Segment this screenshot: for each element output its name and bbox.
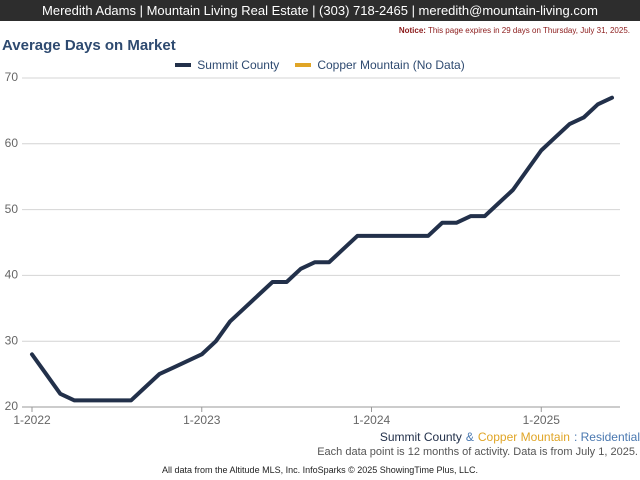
note: Each data point is 12 months of activity… <box>317 446 638 458</box>
legend-label: Summit County <box>197 58 280 72</box>
y-tick-label: 40 <box>5 268 19 282</box>
caption-part: Summit County <box>379 430 462 444</box>
legend-swatch <box>295 63 312 67</box>
notice: Notice: This page expires in 29 days on T… <box>399 26 630 35</box>
legend-item: Summit County <box>175 58 279 72</box>
x-tick-label: 1-2022 <box>13 413 51 427</box>
header-bar: Meredith Adams | Mountain Living Real Es… <box>0 0 640 21</box>
notice-label: Notice: <box>398 26 426 35</box>
notice-text: This page expires in 29 days on Thursday… <box>427 26 630 35</box>
caption-part: : Residential <box>573 430 640 444</box>
y-tick-label: 60 <box>5 136 19 150</box>
y-tick-label: 20 <box>5 399 19 413</box>
footer: All data from the Altitude MLS, Inc. Inf… <box>162 465 478 475</box>
x-tick-label: 1-2023 <box>183 413 221 427</box>
x-tick-label: 1-2025 <box>523 413 561 427</box>
caption-part: Copper Mountain <box>477 430 570 444</box>
y-tick-label: 70 <box>5 70 19 84</box>
chart: 20 30 40 50 60 70 1-2022 1-2023 1-2024 1-2025 <box>5 70 620 427</box>
legend: Summit County Copper Mountain (No Data) <box>0 58 640 72</box>
y-tick-label: 50 <box>5 202 19 216</box>
legend-swatch <box>175 63 192 67</box>
y-tick-label: 30 <box>5 333 19 347</box>
caption-part: & <box>465 430 474 444</box>
caption: Summit County & Copper Mountain: Residenti… <box>380 430 640 444</box>
chart-title: Average Days on Market <box>2 37 176 54</box>
x-tick-label: 1-2024 <box>353 413 391 427</box>
data-line <box>30 95 614 403</box>
legend-label: Copper Mountain (No Data) <box>317 58 465 72</box>
legend-item: Copper Mountain (No Data) <box>295 58 465 72</box>
